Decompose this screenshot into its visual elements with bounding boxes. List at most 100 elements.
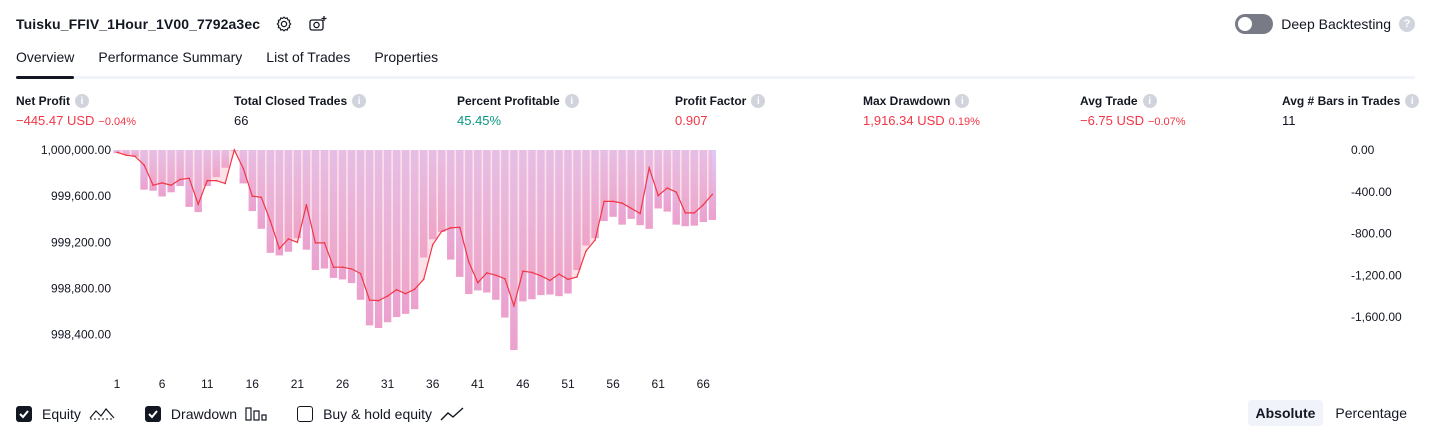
drawdown-bar bbox=[329, 150, 338, 278]
metric-total-closed-trades: Total Closed Trades i 66 bbox=[234, 94, 367, 128]
equity-point bbox=[143, 164, 145, 166]
equity-point bbox=[386, 295, 389, 297]
legend-drawdown[interactable]: Drawdown bbox=[144, 406, 267, 422]
drawdown-bar bbox=[510, 150, 518, 351]
equity-point bbox=[152, 184, 154, 187]
x-axis-tick-label: 51 bbox=[561, 377, 575, 391]
drawdown-bar bbox=[338, 150, 347, 280]
right-axis-tick-label: -1,200.00 bbox=[1351, 268, 1402, 282]
x-axis-tick-label: 41 bbox=[471, 377, 485, 391]
drawdown-bar bbox=[447, 150, 455, 260]
metric-avg-trade: Avg Trade i −6.75 USD −0.07% bbox=[1080, 94, 1186, 128]
equity-point bbox=[161, 182, 163, 184]
gear-icon[interactable] bbox=[274, 14, 294, 34]
info-icon[interactable]: i bbox=[564, 94, 579, 108]
camera-plus-icon[interactable] bbox=[308, 14, 328, 34]
metric-label: Profit Factor bbox=[675, 94, 747, 108]
equity-point bbox=[630, 207, 632, 210]
drawdown-bar bbox=[293, 150, 302, 239]
drawdown-bar bbox=[302, 150, 311, 250]
checkbox-checked-icon[interactable] bbox=[16, 406, 32, 422]
right-axis-tick-label: -1,600.00 bbox=[1351, 310, 1402, 324]
equity-point bbox=[504, 277, 506, 280]
tab-properties[interactable]: Properties bbox=[374, 49, 439, 65]
equity-point bbox=[305, 204, 308, 206]
drawdown-bar bbox=[374, 150, 383, 328]
drawdown-bar bbox=[194, 150, 202, 213]
drawdown-bar bbox=[573, 150, 581, 271]
drawdown-bar bbox=[212, 150, 220, 178]
drawdown-bar bbox=[555, 150, 563, 297]
legend-equity[interactable]: Equity bbox=[16, 406, 115, 422]
drawdown-bar bbox=[474, 150, 482, 291]
tab-performance-summary[interactable]: Performance Summary bbox=[98, 49, 243, 65]
info-icon[interactable]: i bbox=[1142, 94, 1157, 108]
tab-overview[interactable]: Overview bbox=[16, 44, 75, 79]
drawdown-bar bbox=[483, 150, 491, 293]
equity-point bbox=[377, 299, 380, 302]
equity-point bbox=[693, 212, 696, 214]
checkbox-checked-icon[interactable] bbox=[144, 406, 161, 422]
equity-point bbox=[648, 167, 650, 169]
absolute-button[interactable]: Absolute bbox=[1247, 400, 1324, 426]
equity-point bbox=[224, 182, 227, 185]
equity-point bbox=[323, 242, 326, 244]
x-axis-tick-label: 16 bbox=[246, 377, 260, 391]
metric-value: −6.75 USD bbox=[1080, 113, 1144, 128]
equity-point bbox=[422, 278, 425, 281]
metric-percent: 0.19% bbox=[948, 116, 980, 128]
drawdown-bar bbox=[410, 150, 419, 310]
equity-point bbox=[657, 194, 659, 197]
metric-profit-factor: Profit Factor i 0.907 bbox=[675, 94, 766, 128]
report-tabs: Overview Performance Summary List of Tra… bbox=[16, 44, 1415, 79]
metric-value: 45.45% bbox=[457, 113, 502, 128]
drawdown-bar bbox=[221, 150, 229, 168]
info-icon[interactable]: i bbox=[955, 94, 970, 108]
info-icon[interactable]: i bbox=[352, 94, 367, 108]
drawdown-bar bbox=[627, 150, 635, 219]
equity-drawdown-chart[interactable]: 1,000,000.00 999,600.00 999,200.00 998,800.… bbox=[0, 140, 1431, 398]
equity-point bbox=[269, 220, 272, 222]
drawdown-bar bbox=[663, 150, 671, 212]
left-axis-tick-label: 999,600.00 bbox=[51, 189, 111, 203]
equity-point bbox=[458, 226, 461, 229]
legend-buy-hold[interactable]: Buy & hold equity bbox=[297, 406, 464, 422]
drawdown-bar bbox=[681, 150, 689, 227]
equity-point bbox=[215, 179, 218, 182]
drawdown-bar bbox=[618, 150, 626, 225]
equity-point bbox=[639, 212, 641, 215]
equity-point bbox=[296, 241, 299, 244]
drawdown-bar bbox=[320, 150, 329, 269]
right-axis-tick-label: -800.00 bbox=[1351, 227, 1392, 241]
legend-label: Drawdown bbox=[170, 406, 238, 422]
equity-point bbox=[666, 187, 669, 189]
drawdown-bar bbox=[690, 150, 698, 226]
equity-point bbox=[314, 242, 317, 244]
metric-value: 66 bbox=[234, 113, 249, 128]
drawdown-bar bbox=[438, 150, 446, 232]
drawdown-bar bbox=[140, 150, 148, 190]
drawdown-bar bbox=[591, 150, 599, 239]
metric-value: −445.47 USD bbox=[16, 113, 95, 128]
drawdown-bar bbox=[392, 150, 401, 318]
help-icon[interactable]: ? bbox=[1399, 16, 1415, 32]
drawdown-bar bbox=[519, 150, 527, 302]
left-axis-tick-label: 998,400.00 bbox=[51, 328, 111, 342]
equity-point bbox=[242, 167, 245, 170]
percentage-button[interactable]: Percentage bbox=[1335, 405, 1407, 421]
info-icon[interactable]: i bbox=[1405, 94, 1420, 108]
deep-backtesting-toggle[interactable] bbox=[1235, 14, 1274, 34]
equity-point bbox=[341, 266, 344, 268]
equity-point bbox=[576, 276, 578, 278]
metric-label: Avg Trade bbox=[1080, 94, 1138, 108]
drawdown-bar bbox=[645, 150, 653, 229]
info-icon[interactable]: i bbox=[751, 94, 766, 108]
equity-point bbox=[278, 247, 281, 250]
drawdown-bar bbox=[122, 150, 130, 155]
drawdown-bar bbox=[492, 150, 500, 300]
checkbox-unchecked-icon[interactable] bbox=[297, 406, 314, 422]
info-icon[interactable]: i bbox=[75, 94, 89, 108]
tab-list-of-trades[interactable]: List of Trades bbox=[266, 49, 351, 65]
equity-point bbox=[440, 230, 443, 233]
metric-net-profit: Net Profit i −445.47 USD −0.04% bbox=[16, 94, 136, 128]
